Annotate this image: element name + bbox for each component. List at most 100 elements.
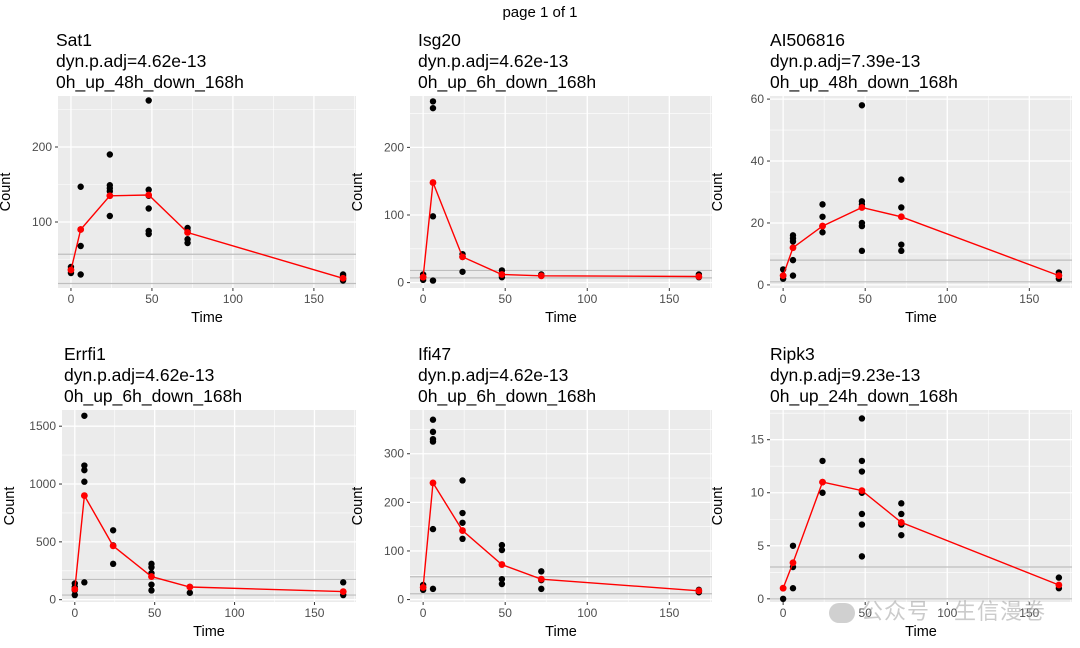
x-tick-label: 150 — [304, 606, 324, 620]
x-tick-label: 150 — [659, 606, 679, 620]
data-point — [71, 591, 78, 599]
data-point — [858, 553, 866, 560]
panel-background — [410, 96, 712, 288]
data-point — [429, 525, 437, 533]
y-tick-label: 300 — [384, 447, 404, 461]
panel-title-line-2: 0h_up_48h_down_168h — [770, 72, 958, 93]
x-tick-label: 150 — [659, 292, 679, 306]
fit-point — [789, 559, 797, 567]
x-tick-label: 100 — [577, 606, 597, 620]
data-point — [145, 97, 152, 104]
data-point — [858, 457, 866, 465]
y-tick-label: 100 — [384, 544, 404, 558]
y-tick-label: 0 — [397, 593, 404, 607]
x-tick-label: 0 — [68, 292, 75, 306]
y-tick-label: 10 — [751, 486, 765, 500]
facet-panel-2: AI506816dyn.p.adj=7.39e-130h_up_48h_down… — [710, 30, 1072, 326]
x-tick-label: 50 — [499, 606, 513, 620]
y-tick-label: 200 — [384, 140, 404, 154]
panel-title-line-1: dyn.p.adj=4.62e-13 — [418, 365, 568, 385]
data-point — [819, 213, 826, 220]
x-tick-label: 150 — [1019, 292, 1039, 306]
data-point — [898, 510, 905, 518]
x-axis-title: Time — [191, 310, 223, 326]
fit-line — [782, 481, 1060, 589]
panel-title-line-1: dyn.p.adj=4.62e-13 — [64, 365, 214, 385]
fit-line — [74, 493, 344, 593]
x-tick-label: 100 — [577, 292, 597, 306]
data-point — [898, 204, 905, 211]
data-point — [898, 500, 905, 507]
panel-title-line-1: dyn.p.adj=4.62e-13 — [418, 51, 568, 71]
fit-line — [422, 480, 699, 592]
data-point — [459, 519, 466, 526]
panel-title-line-1: dyn.p.adj=4.62e-13 — [56, 51, 206, 71]
data-point — [498, 541, 506, 549]
facet-panel-4: Ifi47dyn.p.adj=4.62e-130h_up_6h_down_168… — [350, 344, 712, 640]
x-tick-label: 0 — [420, 292, 427, 306]
data-point — [538, 568, 545, 575]
y-tick-label: 5 — [757, 539, 764, 553]
y-tick-label: 40 — [751, 154, 765, 168]
watermark: 公众号 · 生信漫卷 — [829, 594, 1046, 626]
y-tick-label: 0 — [397, 276, 404, 290]
data-point — [819, 201, 826, 208]
data-point — [498, 580, 506, 588]
data-point — [184, 236, 191, 243]
fit-point — [80, 492, 88, 499]
data-point — [459, 535, 466, 543]
data-point — [789, 232, 797, 239]
data-point — [106, 151, 114, 158]
data-point — [498, 546, 506, 554]
y-tick-label: 200 — [384, 495, 404, 509]
x-tick-label: 0 — [780, 606, 787, 620]
x-tick-label: 0 — [71, 606, 78, 620]
fit-point — [459, 253, 466, 261]
fit-point — [459, 527, 466, 534]
fit-point — [789, 244, 797, 252]
data-point — [779, 595, 787, 603]
fit-point — [184, 229, 191, 236]
x-tick-label: 100 — [937, 292, 957, 306]
y-tick-label: 500 — [36, 535, 56, 549]
data-point — [429, 435, 437, 443]
panel-title-line-0: Sat1 — [56, 30, 92, 50]
y-axis-title: Count — [350, 173, 366, 212]
y-axis-title: Count — [710, 173, 726, 212]
y-tick-label: 15 — [751, 433, 765, 447]
data-point — [858, 415, 866, 422]
x-tick-label: 150 — [304, 292, 324, 306]
fit-point — [897, 519, 905, 526]
data-point — [858, 219, 866, 227]
data-point — [498, 575, 506, 583]
page-label: page 1 of 1 — [502, 4, 578, 21]
watermark-text: 公众号 · 生信漫卷 — [861, 600, 1046, 625]
data-point — [109, 527, 117, 534]
data-point — [81, 579, 88, 586]
data-point — [459, 268, 466, 275]
fit-point — [339, 274, 347, 282]
fit-point — [67, 266, 75, 274]
data-point — [81, 466, 88, 474]
x-axis-title: Time — [905, 624, 937, 640]
y-tick-label: 1500 — [29, 419, 56, 433]
data-point — [429, 416, 437, 423]
data-point — [858, 198, 866, 205]
fit-point — [695, 587, 703, 595]
data-point — [81, 412, 88, 419]
y-axis-title: Count — [0, 173, 14, 212]
data-point — [77, 242, 84, 250]
fit-line — [422, 182, 699, 278]
fit-point — [498, 271, 506, 278]
data-point — [819, 489, 826, 496]
panel-title-line-2: 0h_up_48h_down_168h — [56, 72, 244, 93]
panel-title-line-2: 0h_up_24h_down_168h — [770, 386, 958, 407]
panel-title-line-0: Errfi1 — [64, 344, 106, 364]
data-point — [789, 585, 797, 592]
data-point — [429, 104, 437, 112]
data-point — [109, 560, 117, 568]
fit-point — [858, 204, 866, 211]
y-axis-title: Count — [710, 487, 726, 526]
facet-panel-0: Sat1dyn.p.adj=4.62e-130h_up_48h_down_168… — [0, 30, 356, 326]
